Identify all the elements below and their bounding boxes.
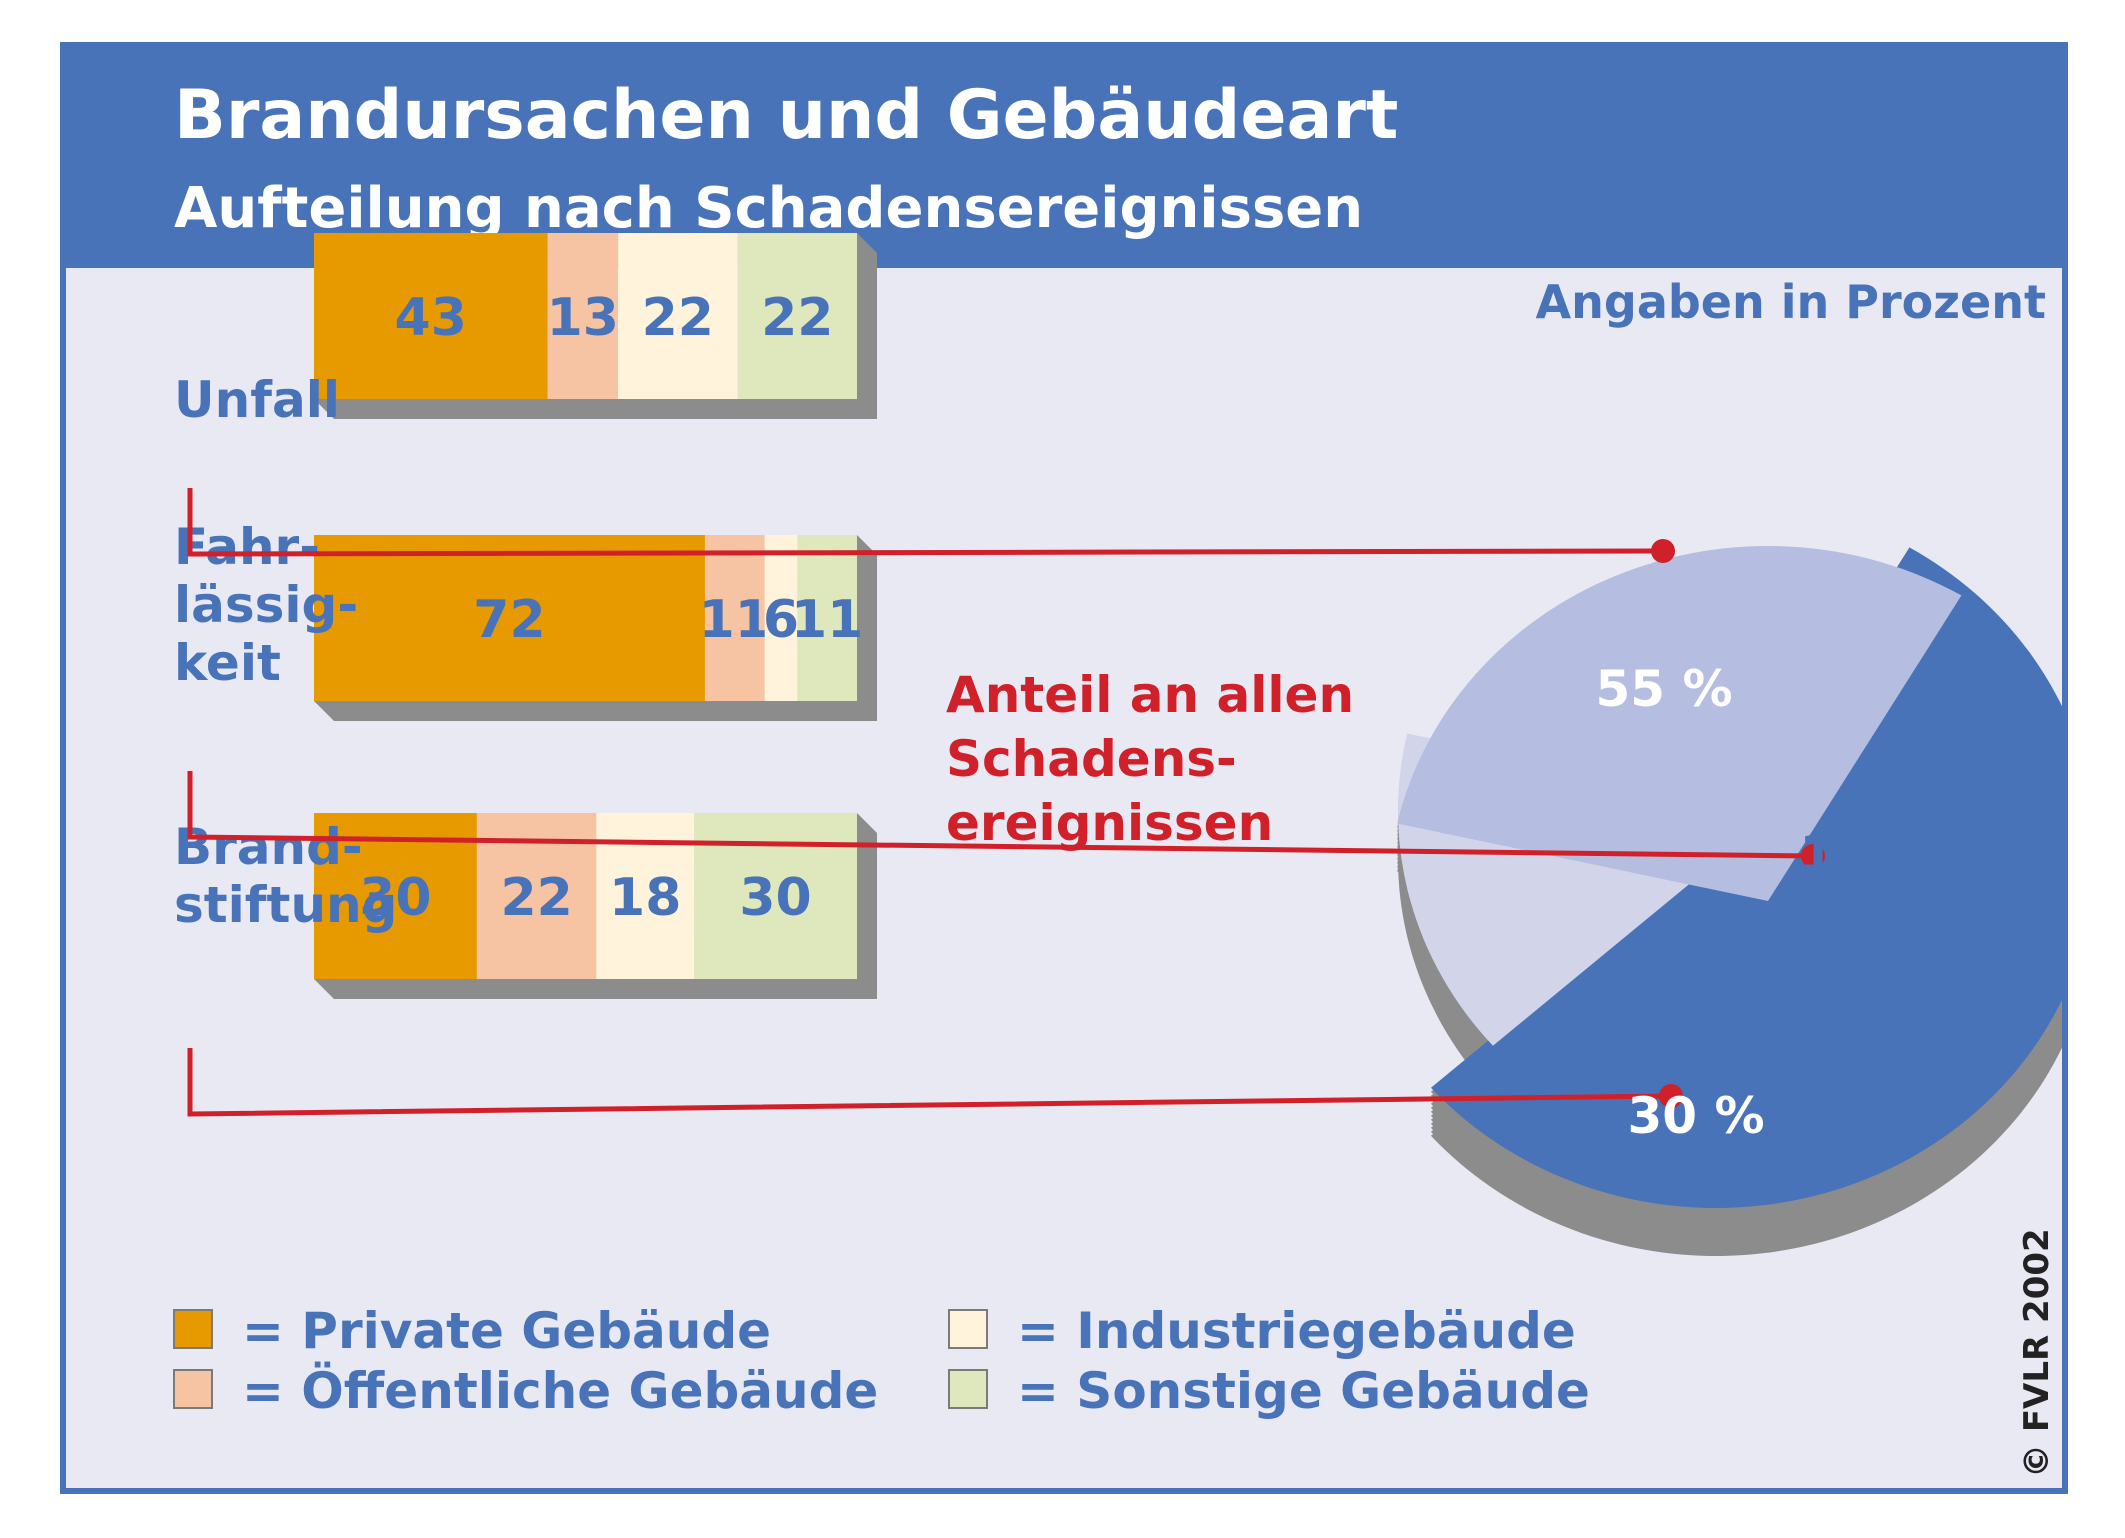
legend-label-industry: = Industriegebäude	[1017, 1302, 1576, 1360]
legend-swatch-private	[173, 1309, 213, 1349]
connector-dot-brandstiftung	[1659, 1084, 1683, 1108]
chart-subtitle: Aufteilung nach Schadensereignissen	[174, 176, 1364, 241]
connector-dot-fahrlaessigkeit	[1801, 844, 1825, 868]
category-label-fahrlaessigkeit-line-2: keit	[174, 634, 281, 692]
category-label-fahrlaessigkeit-line-1: lässig-	[174, 576, 358, 634]
copyright-text: © FVLR 2002	[2017, 1228, 2057, 1478]
legend-label-other: = Sonstige Gebäude	[1017, 1362, 1590, 1420]
bar-value-fahrlaessigkeit-public: 11	[699, 590, 771, 650]
bar-value-fahrlaessigkeit-other: 11	[791, 590, 863, 650]
legend-swatch-other	[948, 1369, 988, 1409]
chart-title: Brandursachen und Gebäudeart	[174, 76, 1399, 155]
bar-value-unfall-private: 43	[395, 288, 467, 348]
chart-frame: Brandursachen und Gebäudeart Aufteilung …	[60, 42, 2068, 1494]
bar-segment-unfall-public	[547, 233, 619, 399]
bar-value-fahrlaessigkeit-industry: 6	[763, 590, 799, 650]
bar-value-brandstiftung-public: 22	[500, 868, 572, 928]
bar-value-brandstiftung-private: 30	[359, 868, 431, 928]
bar-shadow-brandstiftung	[314, 813, 877, 999]
category-label-brandstiftung-line-0: Brand-	[174, 818, 363, 876]
bar-segment-fahrlaessigkeit-public	[704, 535, 765, 701]
unit-note: Angaben in Prozent	[1536, 275, 2046, 329]
category-label-brandstiftung-line-1: stiftung	[174, 876, 397, 934]
bar-segment-unfall-private	[314, 233, 548, 399]
pie-label-brandstiftung: 30 %	[1627, 1087, 1764, 1145]
connector-line-brandstiftung	[187, 1048, 1672, 1117]
pie-label-fahrlaessigkeit: 15 %	[1799, 825, 1936, 883]
header-banner: Brandursachen und Gebäudeart Aufteilung …	[66, 48, 2062, 268]
bar-segment-unfall-industry	[618, 233, 738, 399]
bar-segment-brandstiftung-other	[694, 813, 857, 979]
connector-line-unfall	[187, 488, 1664, 557]
category-label-unfall-line-0: Unfall	[174, 371, 340, 429]
legend-swatch-public	[173, 1369, 213, 1409]
connector-line-fahrlaessigkeit	[187, 771, 1814, 859]
pie-slice-brandstiftung	[1397, 546, 1962, 901]
pie-caption-line-1: Schadens-	[946, 730, 1237, 788]
category-label-fahrlaessigkeit-line-0: Fahr-	[174, 518, 320, 576]
pie-label-unfall: 55 %	[1595, 660, 1732, 718]
pie-caption-line-2: ereignissen	[946, 794, 1273, 852]
bar-value-unfall-industry: 22	[642, 288, 714, 348]
bar-segment-fahrlaessigkeit-industry	[764, 535, 798, 701]
bar-shadow-fahrlaessigkeit	[314, 535, 877, 721]
legend-swatch-industry	[948, 1309, 988, 1349]
legend-label-public: = Öffentliche Gebäude	[242, 1361, 878, 1420]
legend-label-private: = Private Gebäude	[242, 1302, 771, 1360]
bar-segment-fahrlaessigkeit-private	[314, 535, 705, 701]
bar-segment-unfall-other	[737, 233, 857, 399]
bar-value-fahrlaessigkeit-private: 72	[473, 590, 545, 650]
bar-value-unfall-other: 22	[761, 288, 833, 348]
connector-dot-unfall	[1651, 539, 1675, 563]
bar-value-brandstiftung-other: 30	[739, 868, 811, 928]
bar-segment-fahrlaessigkeit-other	[797, 535, 857, 701]
bar-value-brandstiftung-industry: 18	[609, 868, 681, 928]
bar-shadow-unfall	[314, 233, 877, 419]
pie-caption-line-0: Anteil an allen	[946, 666, 1354, 724]
bar-value-unfall-public: 13	[547, 288, 619, 348]
